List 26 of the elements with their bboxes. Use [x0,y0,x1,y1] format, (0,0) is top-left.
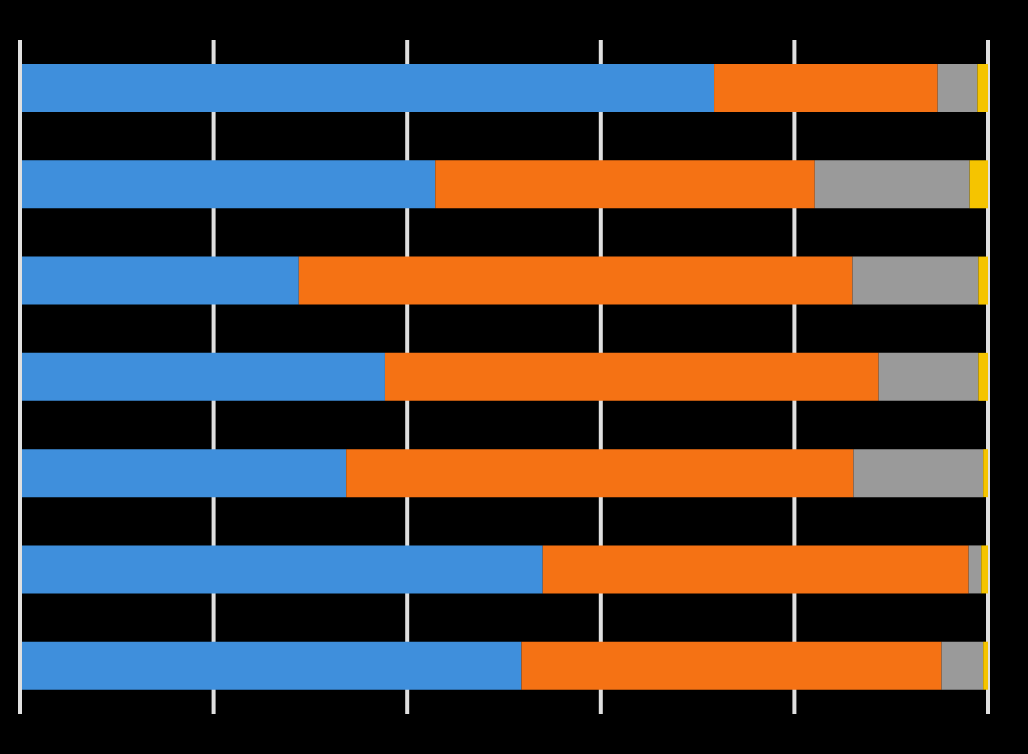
bar [20,545,543,594]
bar [20,449,347,498]
bar [384,352,879,401]
bar [435,160,815,209]
bar [20,64,715,112]
bar [878,352,979,401]
bar [20,256,299,305]
bar [20,641,522,690]
bar [20,352,385,401]
bar [981,545,988,594]
bar [852,256,979,305]
bar [346,449,854,498]
bar [969,160,988,209]
bar [814,160,970,209]
bar [968,545,982,594]
bar [937,64,978,112]
bar [941,641,984,690]
bar [521,641,942,690]
bar [714,64,938,112]
bar [977,64,988,112]
bar [542,545,969,594]
bar [978,256,988,305]
bar [20,160,436,209]
bar [853,449,984,498]
bar [978,352,988,401]
bar [298,256,853,305]
